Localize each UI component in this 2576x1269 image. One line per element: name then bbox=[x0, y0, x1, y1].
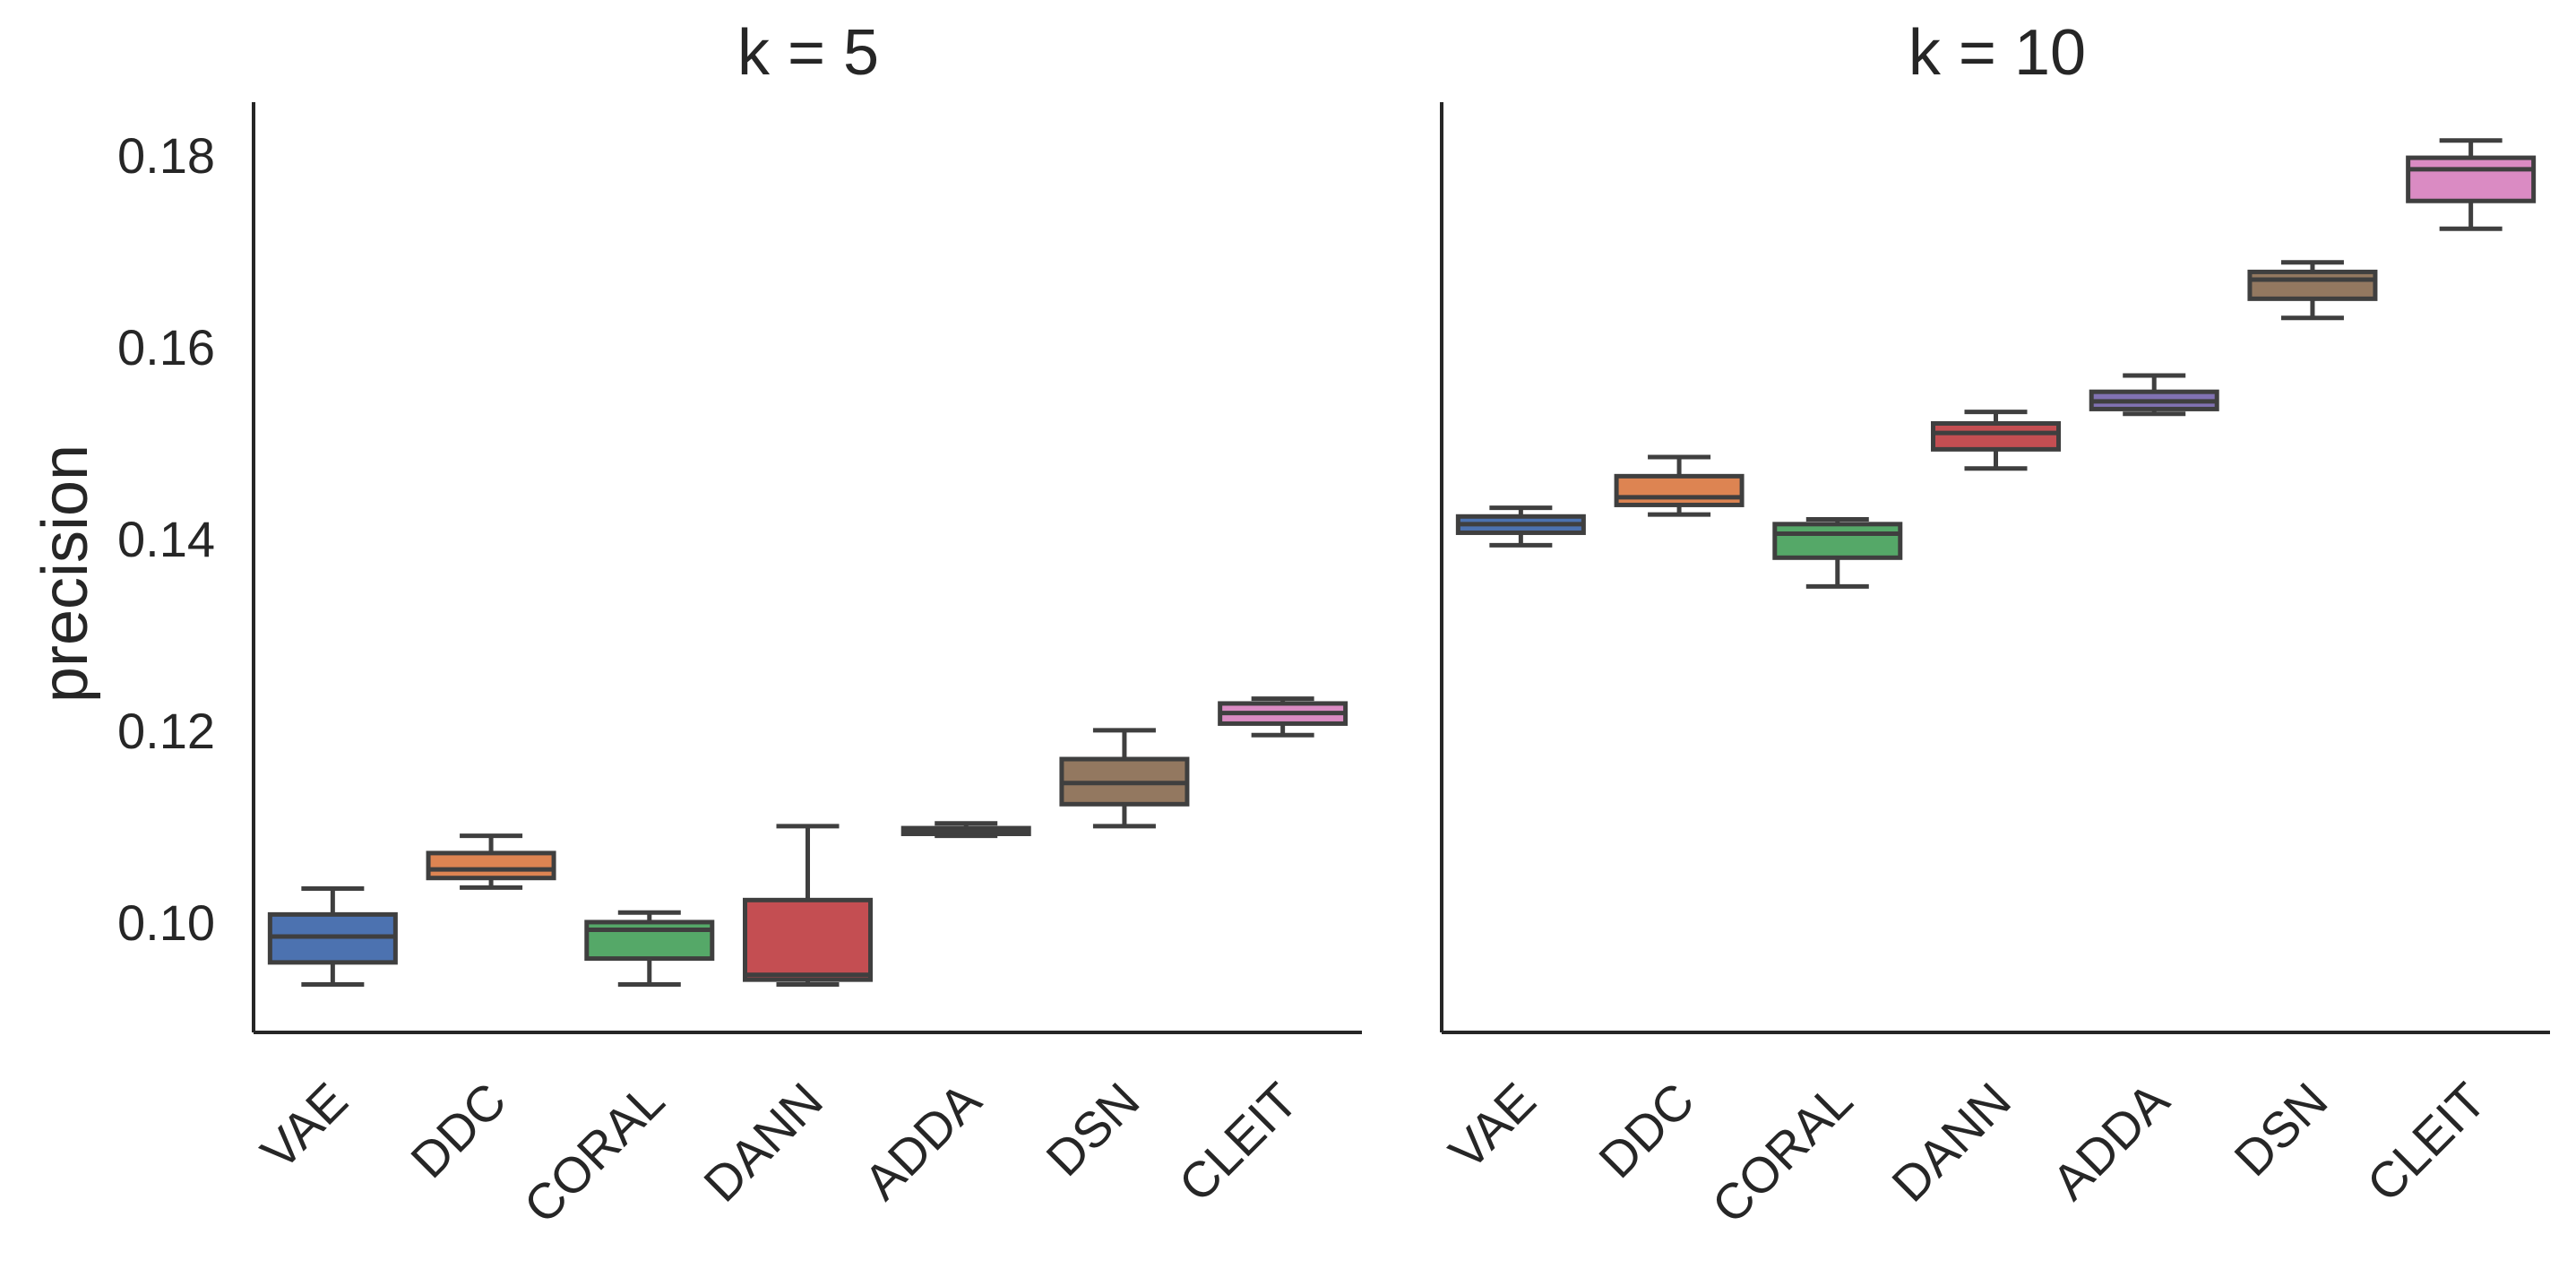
box-adda bbox=[900, 821, 1031, 839]
x-tick-label: VAE bbox=[250, 1072, 358, 1180]
x-tick-label: DSN bbox=[1035, 1072, 1150, 1187]
x-tick-label: DSN bbox=[2223, 1072, 2338, 1187]
y-tick-label: 0.14 bbox=[117, 511, 215, 567]
box-dann bbox=[743, 824, 873, 987]
box-dann bbox=[1931, 410, 2061, 471]
x-tick-label: VAE bbox=[1438, 1072, 1546, 1180]
x-tick-label: ADDA bbox=[853, 1071, 992, 1210]
y-axis-label: precision bbox=[30, 445, 101, 703]
box-ddc bbox=[1614, 454, 1745, 517]
y-tick-label: 0.18 bbox=[117, 127, 215, 184]
panel-title-k10: k = 10 bbox=[1908, 17, 2086, 89]
box-adda bbox=[2089, 373, 2219, 417]
x-tick-label: CORAL bbox=[1701, 1072, 1863, 1234]
iqr-box bbox=[743, 897, 873, 982]
box-dsn bbox=[2247, 260, 2378, 321]
x-tick-label: DANN bbox=[1881, 1072, 2021, 1213]
iqr-box bbox=[2247, 269, 2378, 301]
box-coral bbox=[1772, 516, 1903, 589]
x-tick-label: DANN bbox=[693, 1072, 833, 1213]
iqr-box bbox=[426, 850, 556, 881]
iqr-box bbox=[1931, 420, 2061, 452]
x-tick-label: DDC bbox=[400, 1072, 516, 1188]
box-ddc bbox=[426, 833, 556, 890]
y-tick-label: 0.12 bbox=[117, 703, 215, 759]
iqr-box bbox=[2406, 155, 2537, 203]
x-tick-label: CLEIT bbox=[1167, 1072, 1308, 1213]
box-vae bbox=[1455, 505, 1586, 548]
box-vae bbox=[267, 885, 398, 987]
box-dsn bbox=[1059, 728, 1190, 829]
iqr-box bbox=[1614, 473, 1745, 507]
y-axis-ticks: 0.10 0.12 0.14 0.16 0.18 bbox=[117, 127, 215, 951]
box-cleit bbox=[1218, 696, 1348, 738]
x-tick-label: ADDA bbox=[2041, 1071, 2180, 1210]
y-tick-label: 0.16 bbox=[117, 319, 215, 376]
iqr-box bbox=[1772, 522, 1903, 560]
x-tick-label: CORAL bbox=[513, 1072, 675, 1234]
x-tick-label: CLEIT bbox=[2356, 1072, 2496, 1213]
box-coral bbox=[584, 910, 715, 987]
y-tick-label: 0.10 bbox=[117, 894, 215, 951]
panel-title-k5: k = 5 bbox=[737, 17, 879, 89]
box-cleit bbox=[2406, 138, 2537, 231]
x-tick-label: DDC bbox=[1588, 1072, 1704, 1188]
